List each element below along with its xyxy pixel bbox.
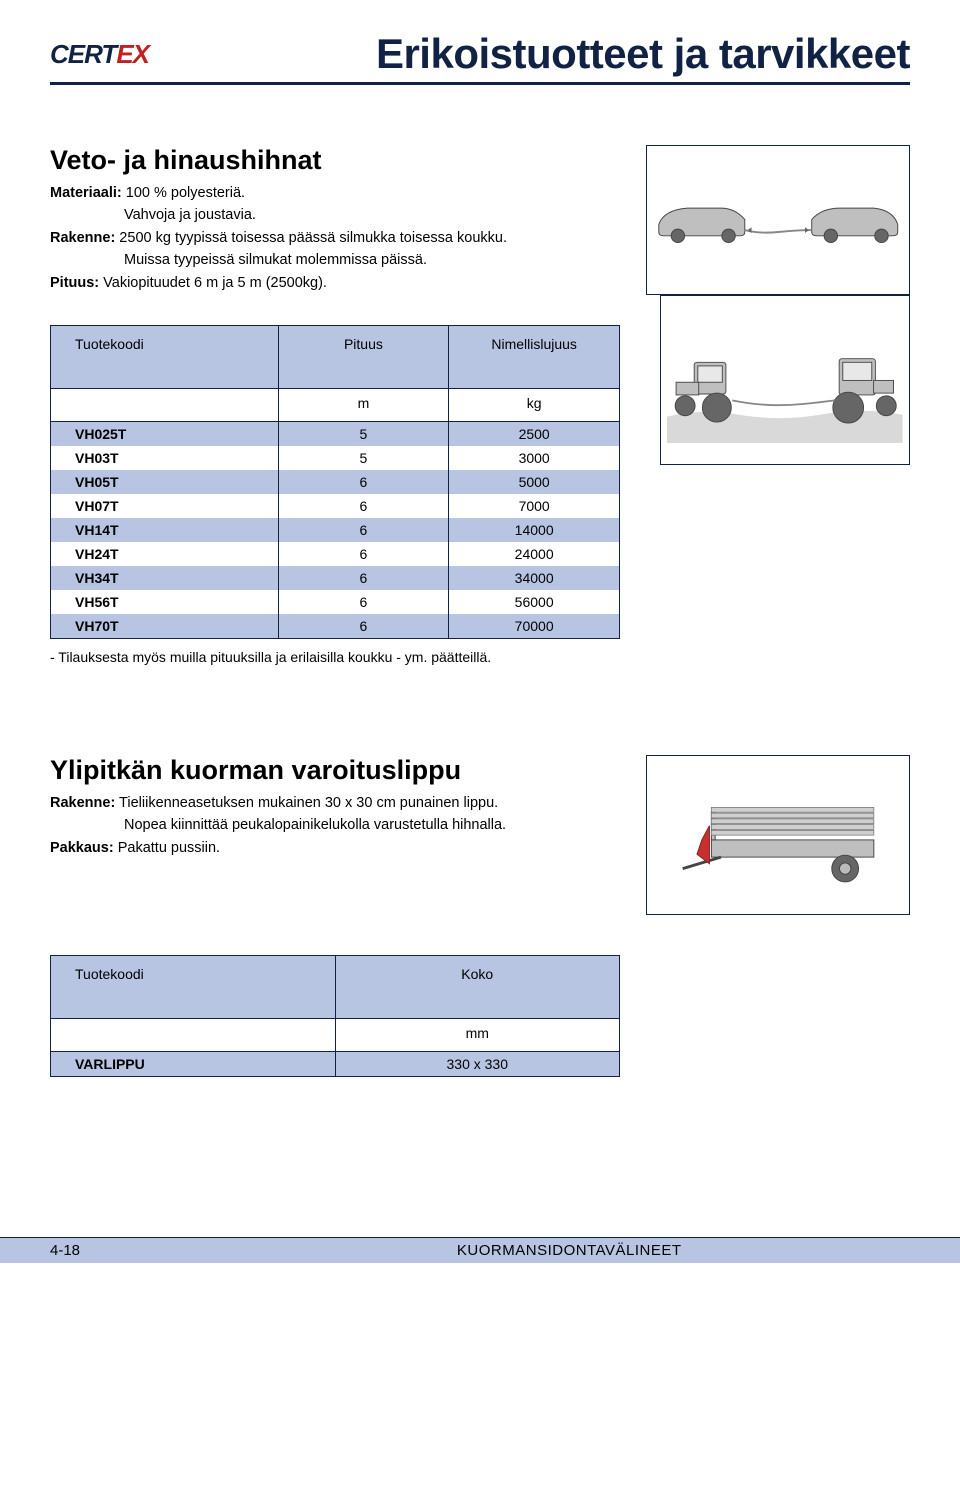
table-cell: 6 [278,494,449,518]
table-unit [51,1019,336,1052]
section-tow-straps: Veto- ja hinaushihnat Materiaali: 100 % … [50,145,910,295]
table-cell: 6 [278,470,449,494]
table-cell: 24000 [449,542,620,566]
spec-line: Rakenne: 2500 kg tyypissä toisessa pääss… [50,227,606,249]
table-cell: VH03T [51,446,279,470]
spec-text: 100 % polyesteriä. [122,185,245,201]
table-cell: 6 [278,566,449,590]
table-row: VARLIPPU330 x 330 [51,1052,620,1077]
table-unit: m [278,389,449,422]
table-cell: 56000 [449,590,620,614]
table-cell: 7000 [449,494,620,518]
page-footer: 4-18 KUORMANSIDONTAVÄLINEET [0,1237,960,1263]
table-row: VH025T52500 [51,422,620,447]
table-cell: 6 [278,590,449,614]
table-cell: 330 x 330 [335,1052,620,1077]
spec-text: Muissa tyypeissä silmukat molemmissa päi… [124,252,427,268]
table-header: Tuotekoodi [51,956,336,1019]
table-cell: 3000 [449,446,620,470]
trailer-flag-icon [654,773,903,897]
illustration-tractors-towing [660,295,910,465]
spec-label: Materiaali: [50,185,122,201]
illustration-trailer-flag [646,755,910,915]
table-cell: 70000 [449,614,620,639]
table-warning-flag: TuotekoodiKokommVARLIPPU330 x 330 [50,955,620,1077]
table-cell: 2500 [449,422,620,447]
section-warning-flag: Ylipitkän kuorman varoituslippu Rakenne:… [50,755,910,915]
table-row: VH07T67000 [51,494,620,518]
spec-line: Pakkaus: Pakattu pussiin. [50,837,606,859]
table-cell: 5000 [449,470,620,494]
page-header: CERTEX Erikoistuotteet ja tarvikkeet [50,30,910,85]
table-header: Pituus [278,326,449,389]
table-unit [51,389,279,422]
table-cell: VH05T [51,470,279,494]
table-unit: mm [335,1019,620,1052]
spec-text: Pakattu pussiin. [114,840,220,856]
page-number: 4-18 [50,1242,80,1259]
spec-line: Rakenne: Tieliikenneasetuksen mukainen 3… [50,792,606,814]
table-row: VH34T634000 [51,566,620,590]
table-cell: VH14T [51,518,279,542]
table-cell: 6 [278,518,449,542]
table-cell: VH70T [51,614,279,639]
logo-part2: EX [116,39,149,70]
table-note: - Tilauksesta myös muilla pituuksilla ja… [50,649,620,665]
table-cell: 6 [278,614,449,639]
table-cell: 5 [278,422,449,447]
spec-label: Rakenne: [50,795,115,811]
table-header: Nimellislujuus [449,326,620,389]
table-cell: VARLIPPU [51,1052,336,1077]
spec-block: Rakenne: Tieliikenneasetuksen mukainen 3… [50,792,606,859]
table-unit: kg [449,389,620,422]
table-cell: 34000 [449,566,620,590]
logo-part1: CERT [50,39,116,70]
table-cell: 6 [278,542,449,566]
table-row: VH14T614000 [51,518,620,542]
spec-line: Materiaali: 100 % polyesteriä. [50,182,606,204]
spec-line: Pituus: Vakiopituudet 6 m ja 5 m (2500kg… [50,272,606,294]
spec-text: Nopea kiinnittää peukalopainikelukolla v… [124,817,506,833]
table-cell: VH24T [51,542,279,566]
logo: CERTEX [50,39,149,70]
table-cell: VH56T [51,590,279,614]
page-title: Erikoistuotteet ja tarvikkeet [376,30,910,78]
table-cell: VH34T [51,566,279,590]
spec-label: Rakenne: [50,230,115,246]
spec-line: Muissa tyypeissä silmukat molemmissa päi… [50,249,606,271]
section-title: Ylipitkän kuorman varoituslippu [50,755,606,786]
footer-title: KUORMANSIDONTAVÄLINEET [457,1242,682,1259]
spec-text: Vahvoja ja joustavia. [124,207,256,223]
illustration-cars-towing [646,145,910,295]
spec-text: 2500 kg tyypissä toisessa päässä silmukk… [115,230,507,246]
tractors-towing-icon [667,317,903,444]
spec-block: Materiaali: 100 % polyesteriä. Vahvoja ja… [50,182,606,294]
spec-label: Pakkaus: [50,840,114,856]
cars-towing-icon [654,167,903,272]
table-cell: 5 [278,446,449,470]
spec-line: Vahvoja ja joustavia. [50,204,606,226]
table-cell: VH07T [51,494,279,518]
section-title: Veto- ja hinaushihnat [50,145,606,176]
spec-text: Vakiopituudet 6 m ja 5 m (2500kg). [99,275,327,291]
table-header: Tuotekoodi [51,326,279,389]
spec-label: Pituus: [50,275,99,291]
table-row: VH24T624000 [51,542,620,566]
table-header: Koko [335,956,620,1019]
table-row: VH05T65000 [51,470,620,494]
table-row: VH56T656000 [51,590,620,614]
table-cell: VH025T [51,422,279,447]
table-row: VH70T670000 [51,614,620,639]
table-row: VH03T53000 [51,446,620,470]
table-cell: 14000 [449,518,620,542]
spec-line: Nopea kiinnittää peukalopainikelukolla v… [50,814,606,836]
spec-text: Tieliikenneasetuksen mukainen 30 x 30 cm… [115,795,498,811]
table-tow-straps: TuotekoodiPituusNimellislujuusmkgVH025T5… [50,325,620,639]
